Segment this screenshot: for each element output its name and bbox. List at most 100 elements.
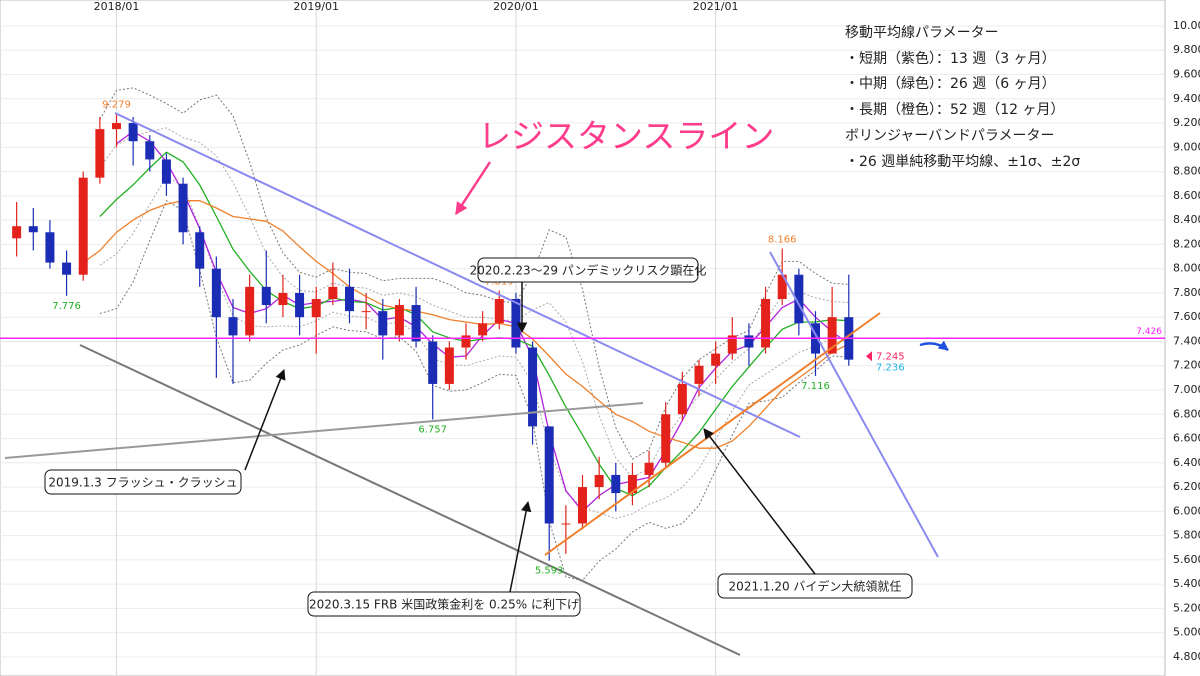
candle-body — [295, 292, 305, 318]
callout-text: 2021.1.20 バイデン大統領就任 — [729, 579, 902, 594]
candle-body — [578, 487, 587, 524]
candle-body — [644, 462, 654, 475]
y-tick-label: 9.200 — [1173, 116, 1200, 129]
y-tick-label: 6.800 — [1173, 407, 1200, 420]
candle-body — [278, 292, 288, 306]
candle-body — [261, 286, 271, 306]
candle-body — [777, 274, 787, 299]
current-price-marker — [866, 351, 872, 362]
candle-body — [727, 335, 737, 354]
y-tick-label: 8.200 — [1173, 237, 1200, 250]
candle-body — [528, 347, 538, 427]
horizontal-line-label: 7.426 — [1136, 327, 1162, 337]
callout-box — [477, 257, 699, 283]
callout-text: 2020.2.23〜29 パンデミックリスク顕在化 — [470, 263, 707, 278]
candle-body — [494, 298, 504, 324]
callouts: 2020.2.23〜29 パンデミックリスク顕在化 2019.1.3 フラッシュ… — [44, 257, 913, 617]
callout-arrow — [509, 500, 532, 593]
y-tick-label: 7.200 — [1173, 359, 1200, 372]
x-tick-label: 2021/01 — [693, 0, 739, 13]
price-label: 7.776 — [52, 301, 81, 312]
candle-body — [627, 474, 637, 494]
candle-body — [411, 305, 421, 342]
candle-body — [761, 298, 771, 348]
candle-body — [511, 298, 521, 348]
y-tick-label: 4.800 — [1173, 650, 1200, 663]
y-tick-label: 6.200 — [1173, 480, 1200, 493]
moving-average — [99, 151, 849, 497]
candle-body — [428, 341, 438, 384]
candle-body — [827, 317, 837, 354]
candle-body — [145, 141, 155, 160]
y-tick-label: 7.400 — [1173, 334, 1200, 347]
moving-average — [82, 200, 850, 449]
candle-body — [211, 268, 221, 318]
candle-body — [245, 286, 255, 336]
candle-body — [794, 274, 804, 324]
candle-body — [378, 311, 388, 336]
y-tick-label: 8.400 — [1173, 213, 1200, 226]
candle-body — [611, 474, 621, 494]
y-tick-label: 5.600 — [1173, 553, 1200, 566]
bollinger-band — [99, 87, 849, 460]
candle-body — [461, 335, 471, 348]
y-tick-label: 10.000 — [1173, 19, 1200, 32]
candle-body — [661, 414, 671, 463]
candle-body — [444, 347, 454, 384]
callout-text: 2020.3.15 FRB 米国政策金利を 0.25% に利下げ — [309, 597, 579, 612]
candle-body — [361, 311, 371, 313]
candle-body — [161, 159, 171, 184]
callout-arrow — [703, 428, 816, 575]
candle-body — [128, 123, 138, 142]
current-price: 7.236 — [876, 362, 905, 373]
price-label: 9.279 — [102, 99, 131, 110]
y-tick-label: 9.600 — [1173, 68, 1200, 81]
note: ・26 週単純移動平均線、±1σ、±2σ — [845, 154, 1080, 170]
candle-body — [694, 365, 704, 384]
callout-box — [44, 469, 242, 495]
candle-body — [544, 426, 554, 524]
y-tick-label: 6.600 — [1173, 432, 1200, 445]
y-tick-label: 9.800 — [1173, 43, 1200, 56]
candle-body — [328, 286, 338, 299]
price-label: 5.593 — [535, 566, 564, 577]
resistance-line — [769, 251, 939, 558]
candle-body — [12, 226, 22, 239]
candle-body — [95, 129, 105, 178]
y-tick-label: 8.000 — [1173, 262, 1200, 275]
note: ボリンジャーバンドパラメーター — [845, 128, 1054, 144]
candle-body — [311, 298, 321, 318]
candle-body — [195, 232, 205, 269]
candle-body — [744, 335, 754, 348]
candle-body — [677, 383, 687, 415]
y-tick-label: 6.000 — [1173, 504, 1200, 517]
note: ・長期（橙色）：52 週（12 ヶ月） — [845, 101, 1065, 118]
candle-body — [345, 286, 354, 312]
price-label: 6.757 — [418, 424, 447, 435]
candle-body — [45, 232, 55, 263]
y-tick-label: 5.000 — [1173, 626, 1200, 639]
price-label: 7.116 — [801, 381, 830, 392]
candle-body — [394, 305, 404, 336]
pointer-arrow — [454, 161, 492, 216]
callout-box — [717, 573, 913, 599]
y-tick-label: 9.000 — [1173, 140, 1200, 153]
y-tick-label: 7.800 — [1173, 286, 1200, 299]
x-tick-label: 2018/01 — [94, 0, 140, 13]
callout-text: 2019.1.3 フラッシュ・クラッシュ — [48, 476, 237, 490]
direction-arrow — [919, 340, 949, 352]
candle-body — [112, 123, 121, 130]
candle-body — [594, 474, 604, 488]
candle-body — [28, 226, 38, 233]
candle-body — [178, 183, 188, 233]
y-tick-label: 5.400 — [1173, 577, 1200, 590]
y-tick-label: 8.600 — [1173, 189, 1200, 202]
note: ・短期（紫色）：13 週（3 ヶ月） — [845, 50, 1056, 67]
candle-body — [711, 353, 721, 366]
channel-line — [4, 402, 644, 459]
note: ・中期（緑色）：26 週（6 ヶ月） — [845, 75, 1056, 92]
candle-body — [78, 177, 88, 275]
bollinger-band — [99, 127, 849, 479]
y-tick-label: 5.800 — [1173, 529, 1200, 542]
